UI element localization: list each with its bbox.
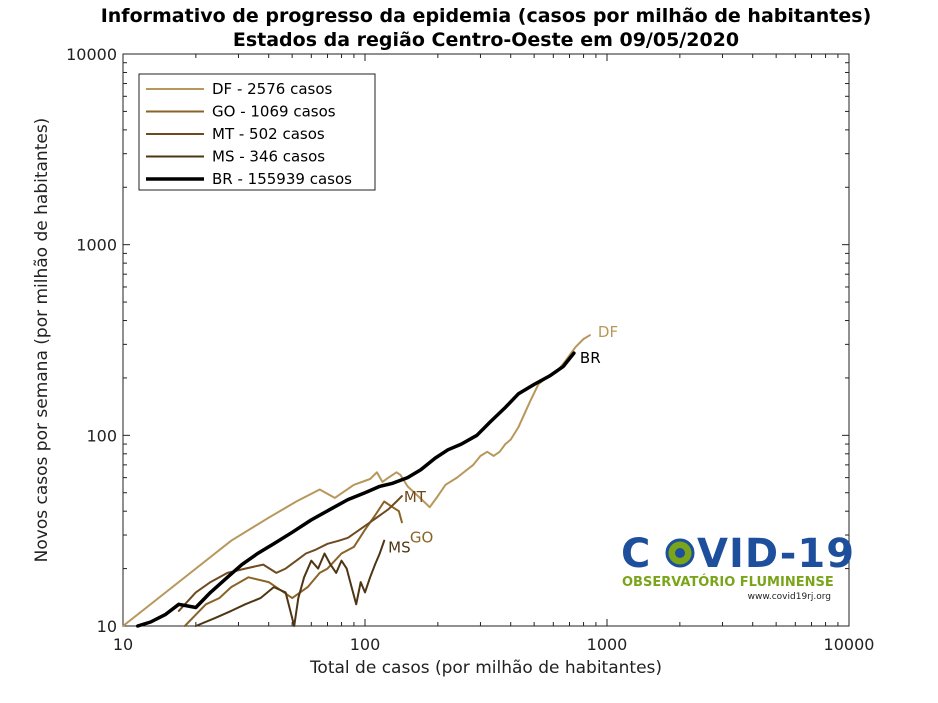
logo-title: C xyxy=(621,531,651,577)
x-tick-label: 10 xyxy=(113,635,133,654)
x-tick-label: 1000 xyxy=(587,635,628,654)
logo-subtitle: OBSERVATÓRIO FLUMINENSE xyxy=(622,574,834,590)
x-tick-label: 10000 xyxy=(824,635,875,654)
chart-title: Informativo de progresso da epidemia (ca… xyxy=(101,5,872,27)
series-line-mt xyxy=(177,495,403,612)
series-end-label-mt: MT xyxy=(404,488,427,506)
y-tick-label: 10 xyxy=(97,617,117,636)
legend-label-ms: MS - 346 casos xyxy=(212,148,325,166)
axis-ticks: 10 100 1000 10000 10 100 1000 10000 xyxy=(66,45,874,654)
logo-url: www.covid19rj.org xyxy=(748,592,831,602)
series-line-df xyxy=(122,334,591,627)
legend-label-br: BR - 155939 casos xyxy=(212,170,352,188)
legend-box xyxy=(138,73,376,191)
x-tick-label: 100 xyxy=(350,635,381,654)
logo-title-rest: VID-19 xyxy=(697,531,855,577)
series-end-label-df: DF xyxy=(598,323,618,341)
series-line-br xyxy=(135,351,576,628)
chart-subtitle: Estados da região Centro-Oeste em 09/05/… xyxy=(233,29,739,51)
y-tick-label: 10000 xyxy=(66,45,117,64)
series-lines xyxy=(122,334,591,628)
series-end-label-go: GO xyxy=(410,528,433,546)
legend-label-mt: MT - 502 casos xyxy=(212,125,325,143)
virus-core-icon xyxy=(675,548,685,558)
series-end-label-ms: MS xyxy=(388,539,410,557)
y-tick-label: 100 xyxy=(86,426,117,445)
series-end-label-br: BR xyxy=(580,349,601,367)
y-axis-label: Novos casos por semana (por milhão de ha… xyxy=(32,118,52,563)
series-line-go xyxy=(183,500,403,627)
series-line-ms xyxy=(194,539,386,627)
plot-frame xyxy=(122,53,850,627)
x-axis-label: Total de casos (por milhão de habitantes… xyxy=(309,658,662,678)
legend: DF - 2576 casos GO - 1069 casos MT - 502 c… xyxy=(138,73,376,191)
plot-area: 10 100 1000 10000 10 100 1000 10000 DF GO MT MS BR xyxy=(66,45,874,654)
covid19-logo: C VID-19 OBSERVATÓRIO FLUMINENSE www.cov… xyxy=(621,531,855,602)
legend-label-df: DF - 2576 casos xyxy=(212,80,333,98)
legend-label-go: GO - 1069 casos xyxy=(212,103,336,121)
y-tick-label: 1000 xyxy=(76,236,117,255)
series-end-labels: DF GO MT MS BR xyxy=(388,323,618,557)
